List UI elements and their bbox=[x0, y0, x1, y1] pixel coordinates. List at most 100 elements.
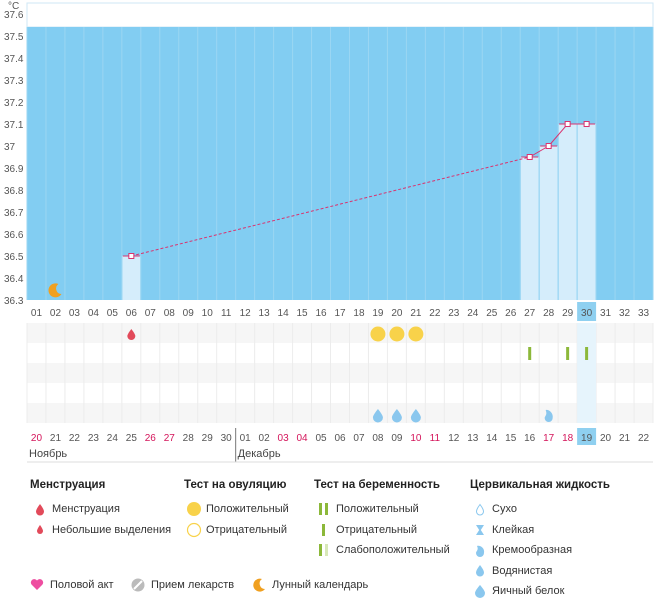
y-axis: 37.6 37.5 37.4 37.3 37.2 37.1 37 36.9 36.8 36.7 36… bbox=[4, 10, 24, 307]
y-tick-label: 36.3 bbox=[4, 296, 24, 307]
legend-title: Тест на овуляцию bbox=[184, 479, 287, 491]
cycle-day-label: 01 bbox=[31, 308, 43, 319]
legend-item-label: Яичный белок bbox=[492, 585, 565, 598]
temperature-chart: 37.6 37.5 37.4 37.3 37.2 37.1 37 36.9 36.8 36.7 36… bbox=[4, 1, 654, 463]
cycle-day-label: 24 bbox=[467, 308, 479, 319]
temperature-point bbox=[545, 143, 552, 149]
moon-icon bbox=[252, 578, 266, 592]
upper-band bbox=[26, 2, 654, 28]
y-tick-label: 36.7 bbox=[4, 208, 24, 219]
date-label: 21 bbox=[50, 433, 62, 444]
date-label: 13 bbox=[467, 433, 479, 444]
legend-item: Положительный bbox=[184, 499, 289, 520]
today-highlight bbox=[577, 428, 597, 445]
date-label: 17 bbox=[543, 433, 555, 444]
cycle-day-label: 03 bbox=[69, 308, 81, 319]
pregnancy-negative-icon bbox=[528, 347, 532, 360]
cycle-day-label: 07 bbox=[145, 308, 157, 319]
legend-item: Отрицательный bbox=[314, 520, 450, 541]
temperature-segment bbox=[529, 145, 549, 158]
y-tick-label: 36.6 bbox=[4, 230, 24, 241]
legend-title: Цервикальная жидкость bbox=[470, 479, 610, 491]
cycle-day-label: 19 bbox=[372, 308, 384, 319]
legend-intercourse: Половой акт bbox=[30, 578, 114, 591]
cycle-day-label: 06 bbox=[126, 308, 138, 319]
legend-item-label: Отрицательный bbox=[336, 523, 417, 536]
y-tick-label: 37.5 bbox=[4, 32, 24, 43]
blood-drop-large-icon bbox=[30, 503, 50, 516]
date-label: 07 bbox=[353, 433, 365, 444]
date-label: 20 bbox=[600, 433, 612, 444]
cycle-day-label: 30 bbox=[581, 308, 593, 319]
ovulation-negative-icon bbox=[184, 522, 204, 538]
legend-item-label: Отрицательный bbox=[206, 523, 287, 536]
date-row bbox=[27, 428, 653, 445]
cycle-day-label: 21 bbox=[410, 308, 422, 319]
date-label: 08 bbox=[372, 433, 384, 444]
legend-item: Менструация bbox=[30, 499, 171, 520]
temperature-point bbox=[526, 154, 533, 160]
cycle-day-label: 12 bbox=[240, 308, 252, 319]
cycle-day-label: 20 bbox=[391, 308, 403, 319]
heart-icon bbox=[30, 578, 44, 591]
pregnancy-negative-icon bbox=[566, 347, 570, 360]
y-tick-label: 37.6 bbox=[4, 10, 24, 21]
egg-white-drop-icon bbox=[372, 409, 383, 423]
legend-item-label: Положительный bbox=[206, 503, 289, 516]
cycle-day-label: 33 bbox=[638, 308, 650, 319]
legend-menstruation: Менструация Менструация Небольшие выделе… bbox=[30, 479, 171, 540]
legend-item-label: Слабоположительный bbox=[336, 544, 450, 557]
cycle-day-label: 32 bbox=[619, 308, 631, 319]
cycle-day-label: 10 bbox=[202, 308, 214, 319]
date-label: 15 bbox=[505, 433, 517, 444]
blood-drop-small-icon bbox=[30, 524, 50, 535]
cycle-day-label: 25 bbox=[486, 308, 498, 319]
date-label: 19 bbox=[581, 433, 593, 444]
temperature-segment bbox=[131, 156, 530, 257]
chart-grid bbox=[26, 27, 654, 300]
egg-white-drop-icon bbox=[470, 584, 490, 599]
y-unit-label: °C bbox=[8, 1, 19, 12]
date-label: 22 bbox=[69, 433, 81, 444]
date-label: 01 bbox=[240, 433, 252, 444]
date-label: 06 bbox=[334, 433, 346, 444]
date-label: 21 bbox=[619, 433, 631, 444]
temperature-point bbox=[583, 121, 590, 127]
cycle-day-label: 31 bbox=[600, 308, 612, 319]
temperature-point bbox=[128, 253, 135, 259]
temperature-point bbox=[564, 121, 571, 127]
date-label: 28 bbox=[183, 433, 195, 444]
y-tick-label: 36.8 bbox=[4, 186, 24, 197]
cycle-day-label: 14 bbox=[278, 308, 290, 319]
legend-lunar: Лунный календарь bbox=[252, 578, 368, 592]
date-label: 14 bbox=[486, 433, 498, 444]
pregnancy-negative-icon bbox=[585, 347, 589, 360]
pregnancy-negative-icon bbox=[314, 523, 334, 537]
ovulation-positive-icon bbox=[389, 326, 405, 342]
legend-item: Клейкая bbox=[470, 520, 610, 541]
date-label: 18 bbox=[562, 433, 574, 444]
legend-item: Положительный bbox=[314, 499, 450, 520]
date-label: 20 bbox=[31, 433, 43, 444]
y-tick-label: 37.1 bbox=[4, 120, 24, 131]
symbol-row bbox=[27, 343, 653, 363]
cycle-day-label: 23 bbox=[448, 308, 460, 319]
sticky-icon bbox=[470, 524, 490, 536]
legend-item: Яичный белок bbox=[470, 581, 610, 602]
month-label: Декабрь bbox=[238, 448, 281, 460]
cycle-day-label: 13 bbox=[259, 308, 271, 319]
legend-ovulation: Тест на овуляцию Положительный Отрицател… bbox=[184, 479, 289, 540]
date-label: 26 bbox=[145, 433, 157, 444]
legend-item: Небольшие выделения bbox=[30, 520, 171, 541]
cycle-day-label: 02 bbox=[50, 308, 62, 319]
month-label: Ноябрь bbox=[29, 448, 67, 460]
legend-item-label: Клейкая bbox=[492, 523, 535, 536]
creamy-drop-icon bbox=[470, 544, 490, 557]
cycle-day-axis: 01 02 03 04 05 06 07 08 09 10 11 12 13 14 15 16 17 18 19 20… bbox=[27, 302, 653, 321]
pill-icon bbox=[131, 578, 145, 592]
cycle-day-label: 11 bbox=[221, 308, 232, 319]
cycle-day-label: 28 bbox=[543, 308, 555, 319]
legend-item-label: Водянистая bbox=[492, 564, 553, 577]
cycle-day-label: 05 bbox=[107, 308, 119, 319]
symbol-rows bbox=[26, 323, 654, 423]
